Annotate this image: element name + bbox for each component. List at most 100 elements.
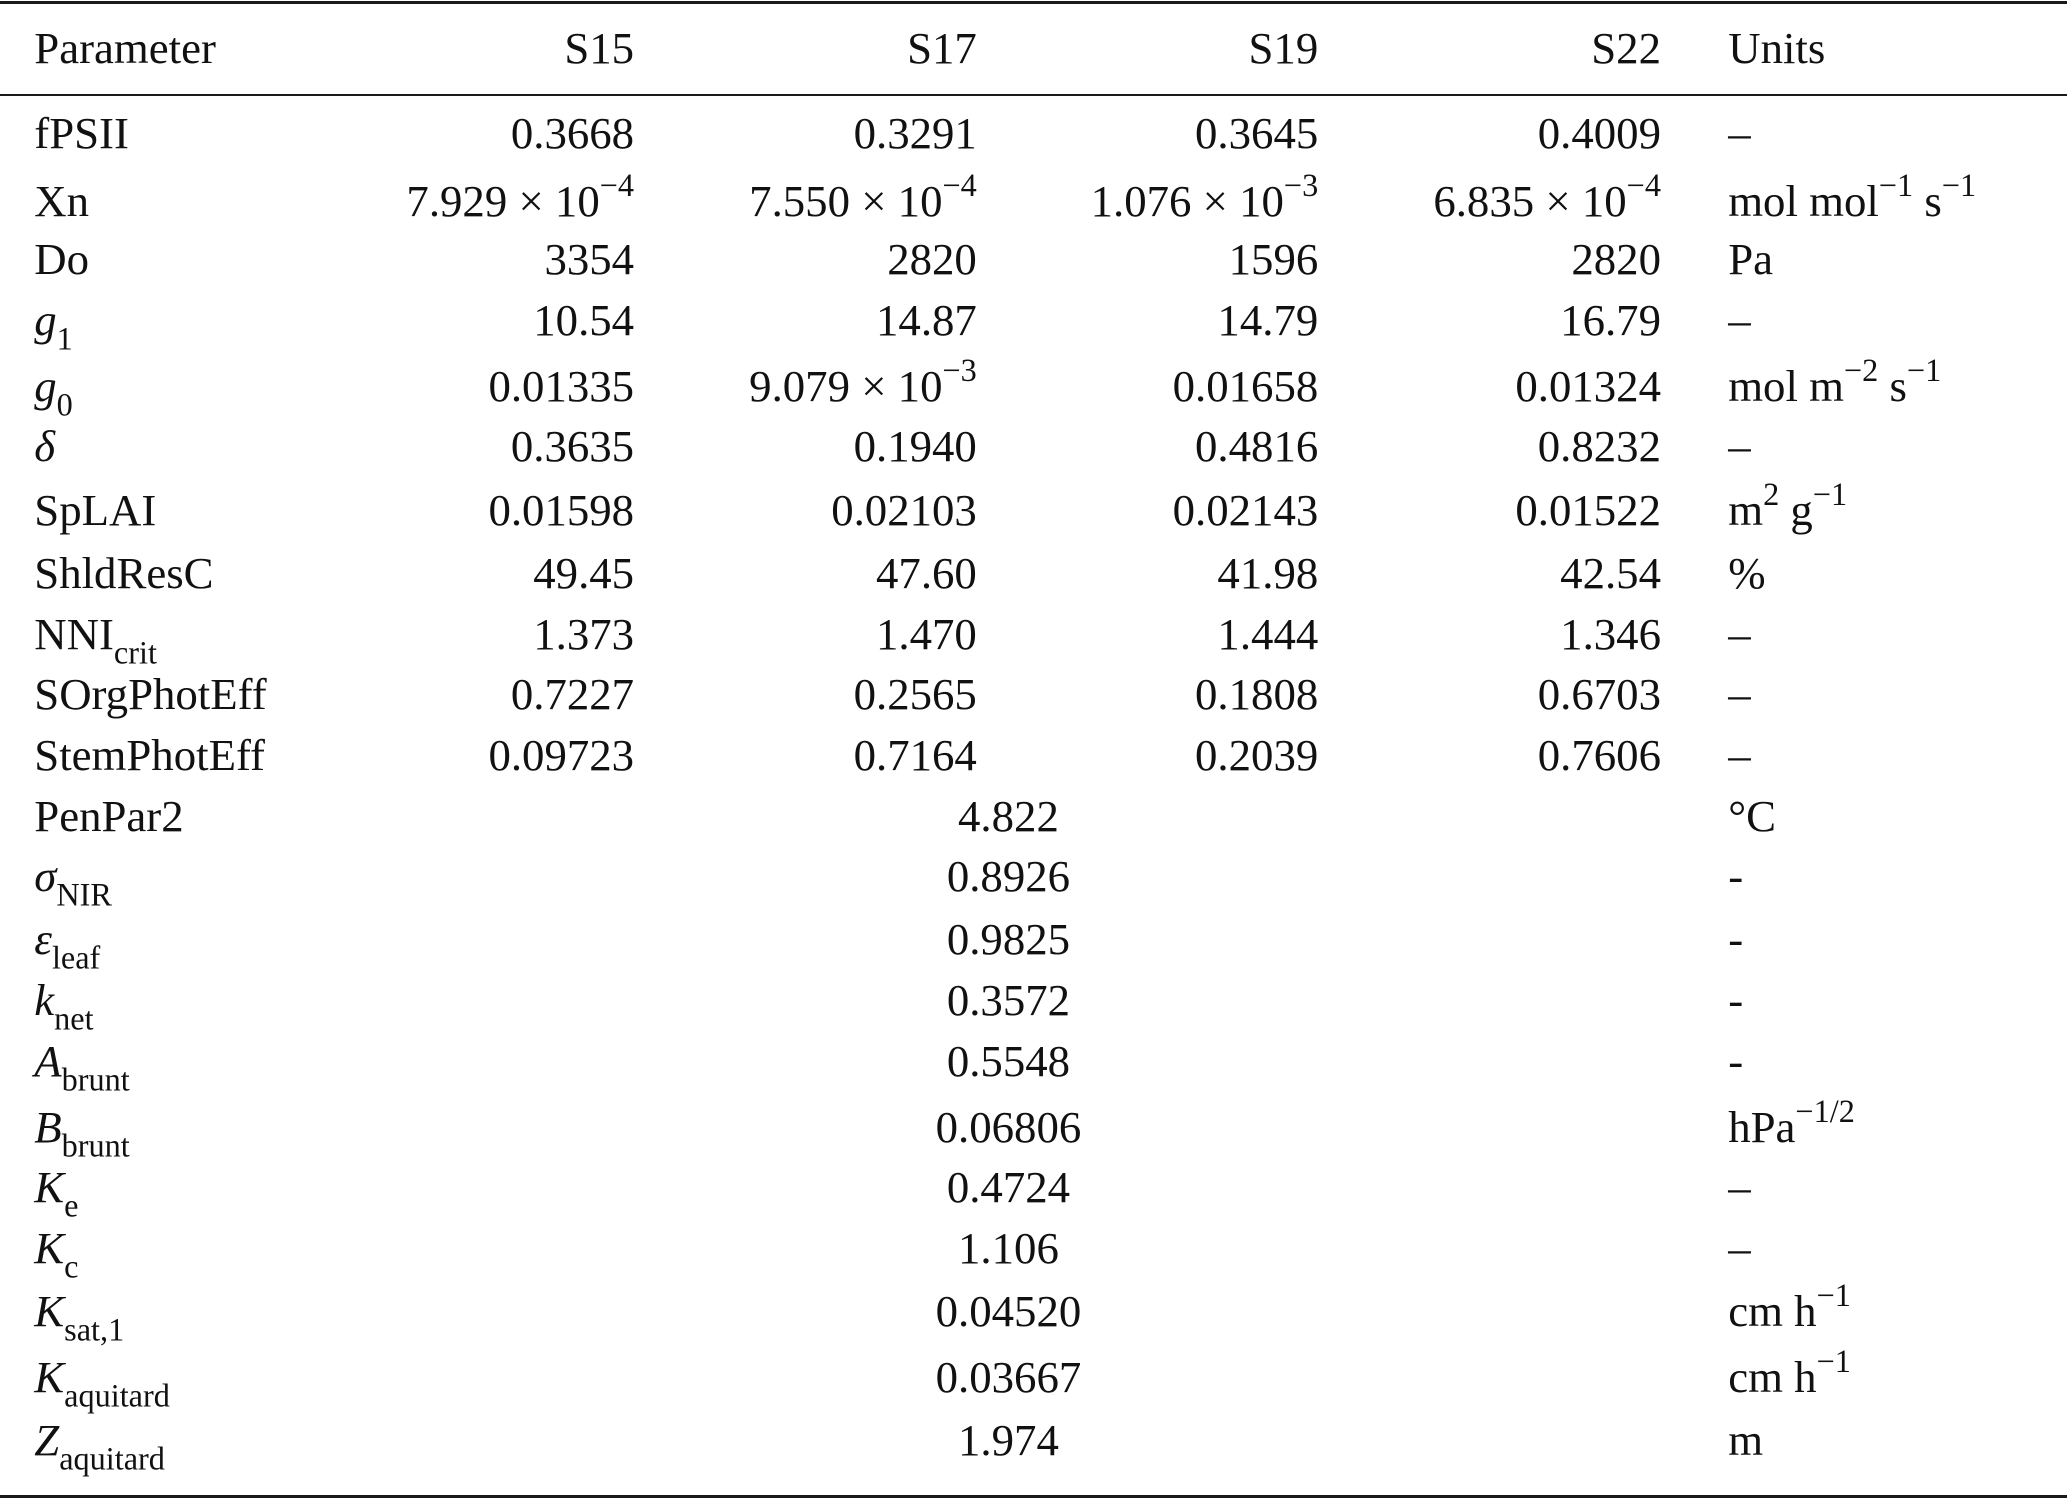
- param-cell: g0: [34, 363, 73, 420]
- value-s15: 0.3668: [510, 107, 635, 158]
- mantissa: 1.076 × 10: [1090, 176, 1284, 227]
- value-s19: 0.01658: [1172, 360, 1319, 411]
- value-s15: 1.373: [533, 608, 635, 659]
- param-symbol: Z: [34, 1415, 60, 1466]
- shared-value: 0.5548: [946, 1035, 1071, 1086]
- shared-value: 0.04520: [935, 1286, 1082, 1337]
- value-s19: 0.4816: [1195, 421, 1319, 472]
- param-subscript: leaf: [51, 940, 101, 976]
- param-symbol: k: [34, 975, 55, 1026]
- units-cell: cm h−1: [1728, 1279, 1851, 1334]
- value-s22: 0.01522: [1515, 484, 1661, 535]
- value-s22: 6.835 × 10−4: [1433, 169, 1661, 227]
- exponent: −3: [942, 351, 977, 388]
- param-cell: Ke: [34, 1162, 78, 1222]
- param-subscript: sat,1: [64, 1311, 125, 1348]
- param-symbol: σ: [34, 851, 57, 902]
- units-cell: -: [1728, 851, 1744, 902]
- param-symbol: K: [34, 1286, 65, 1337]
- value-s15: 0.01335: [488, 360, 635, 411]
- value-s19: 1.444: [1217, 608, 1319, 659]
- units-cell: -: [1728, 1035, 1744, 1086]
- mantissa: 9.079 × 10: [749, 360, 943, 411]
- value-s17: 47.60: [876, 548, 977, 599]
- param-cell: ShldResC: [34, 548, 214, 599]
- value-s22: 42.54: [1560, 548, 1661, 599]
- unit-part: s: [1878, 360, 1907, 411]
- header-s22: S22: [1591, 23, 1661, 74]
- value-s15: 0.01598: [488, 484, 635, 535]
- param-cell: Xn: [34, 176, 90, 227]
- value-s19: 0.1808: [1195, 669, 1319, 720]
- param-cell: δ: [34, 421, 56, 472]
- param-symbol: K: [34, 1352, 65, 1403]
- exponent: −4: [1626, 167, 1661, 204]
- param-subscript: crit: [113, 634, 157, 671]
- value-s17: 0.02103: [831, 484, 977, 535]
- param-cell: NNIcrit: [34, 611, 157, 668]
- header-s15: S15: [564, 23, 635, 74]
- param-subscript: aquitard: [64, 1377, 170, 1414]
- value-s19: 0.2039: [1195, 729, 1319, 780]
- param-cell: SpLAI: [34, 484, 157, 535]
- param-symbol: g: [34, 294, 57, 345]
- shared-value: 0.4724: [946, 1162, 1071, 1213]
- units-cell: hPa−1/2: [1728, 1095, 1855, 1152]
- units-cell: cm h−1: [1728, 1345, 1851, 1403]
- header-rule: [0, 93, 2067, 96]
- value-s15: 10.54: [533, 294, 635, 345]
- unit-part: m: [1728, 484, 1764, 535]
- shared-value: 0.06806: [935, 1101, 1082, 1152]
- value-s19: 0.02143: [1172, 484, 1319, 535]
- param-cell: Abrunt: [34, 1035, 129, 1095]
- shared-value: 0.8926: [946, 851, 1071, 902]
- mantissa: 7.929 × 10: [406, 176, 600, 227]
- units-cell: %: [1728, 548, 1766, 599]
- unit-part: cm h: [1728, 1352, 1817, 1403]
- param-cell: Kaquitard: [34, 1352, 170, 1412]
- value-s19: 14.79: [1217, 294, 1319, 345]
- param-cell: knet: [34, 975, 93, 1035]
- param-symbol: K: [34, 1222, 65, 1273]
- value-s15: 3354: [544, 234, 635, 285]
- param-cell: Bbrunt: [34, 1104, 129, 1161]
- param-cell: Zaquitard: [34, 1415, 165, 1475]
- value-s19: 1596: [1228, 234, 1319, 285]
- value-s17: 0.3291: [853, 107, 977, 158]
- param-symbol: A: [34, 1035, 62, 1086]
- value-s19: 0.3645: [1195, 107, 1319, 158]
- value-s17: 9.079 × 10−3: [749, 354, 977, 411]
- unit-part: mol mol: [1728, 176, 1879, 227]
- value-s22: 0.01324: [1515, 360, 1661, 411]
- unit-exponent: 2: [1763, 475, 1780, 512]
- value-s22: 0.8232: [1537, 421, 1661, 472]
- value-s15: 49.45: [533, 548, 635, 599]
- value-s22: 0.6703: [1537, 669, 1661, 720]
- units-cell: –: [1728, 729, 1751, 780]
- param-subscript: 1: [56, 320, 73, 357]
- mantissa: 6.835 × 10: [1433, 176, 1627, 227]
- exponent: −3: [1283, 167, 1319, 204]
- param-cell: g1: [34, 294, 73, 355]
- value-s15: 0.7227: [510, 669, 635, 720]
- mantissa: 7.550 × 10: [749, 176, 943, 227]
- value-s17: 0.2565: [853, 669, 977, 720]
- value-s15: 0.3635: [510, 421, 635, 472]
- param-subscript: net: [54, 1000, 94, 1037]
- param-symbol: K: [34, 1162, 65, 1213]
- param-subscript: brunt: [61, 1127, 130, 1164]
- unit-part: hPa: [1728, 1101, 1796, 1152]
- param-subscript: NIR: [56, 876, 112, 913]
- exponent: −4: [599, 167, 635, 204]
- shared-value: 0.9825: [946, 914, 1071, 965]
- unit-exponent: −1: [1816, 1277, 1851, 1314]
- unit-exponent: −1/2: [1795, 1092, 1855, 1129]
- param-cell: Kc: [34, 1222, 78, 1283]
- shared-value: 4.822: [958, 790, 1059, 841]
- param-subscript: brunt: [61, 1061, 130, 1098]
- exponent: −4: [942, 167, 977, 204]
- unit-exponent: −2: [1843, 351, 1879, 388]
- units-cell: mol m−2 s−1: [1728, 354, 1941, 411]
- unit-exponent: −1: [1816, 1343, 1851, 1380]
- unit-exponent: −1: [1812, 475, 1848, 512]
